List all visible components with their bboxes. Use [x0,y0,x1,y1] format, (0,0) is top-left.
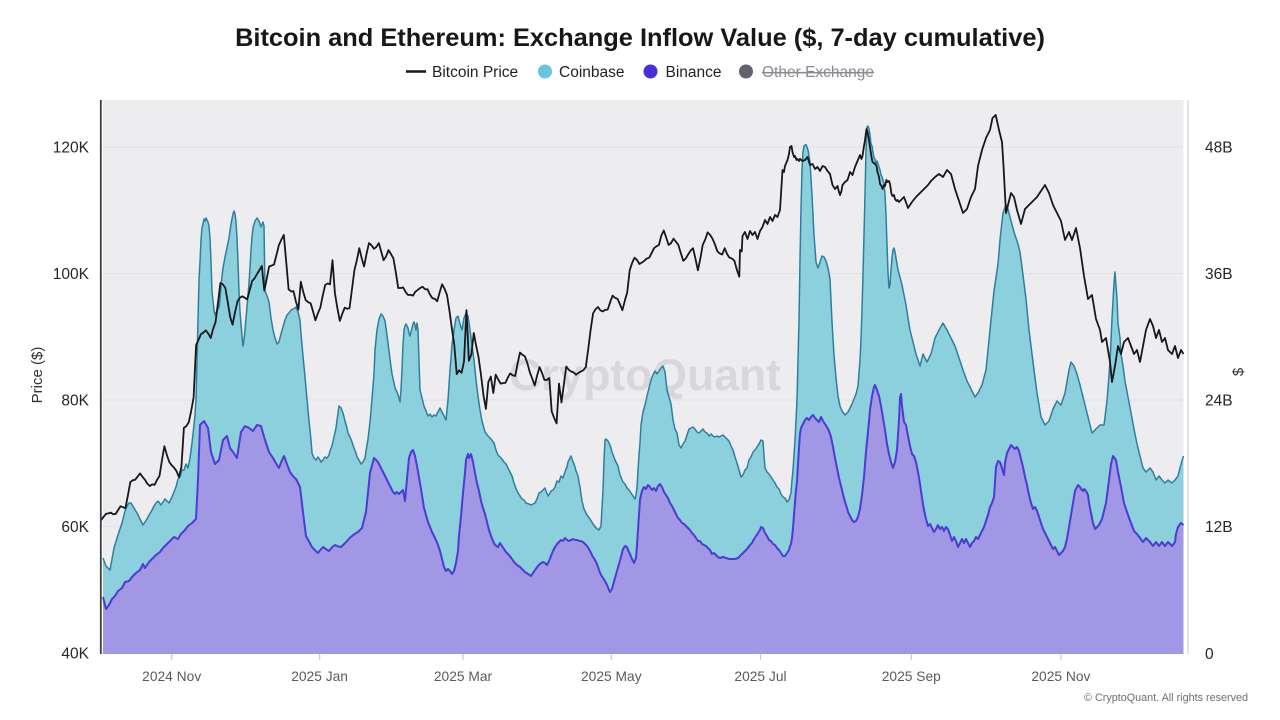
svg-text:Price ($): Price ($) [29,347,46,404]
svg-text:100K: 100K [53,266,90,283]
svg-text:12B: 12B [1205,519,1233,536]
svg-text:40K: 40K [61,646,89,663]
svg-text:120K: 120K [53,140,90,157]
svg-text:Coinbase: Coinbase [559,64,625,81]
svg-text:Binance: Binance [666,64,722,81]
svg-text:36B: 36B [1205,266,1233,283]
svg-text:Bitcoin Price: Bitcoin Price [432,64,518,81]
svg-text:2025 May: 2025 May [581,669,642,684]
svg-text:24B: 24B [1205,393,1233,410]
svg-text:2025 Jul: 2025 Jul [734,669,786,684]
svg-text:Other Exchange: Other Exchange [762,64,874,81]
svg-text:2025 Jan: 2025 Jan [291,669,348,684]
svg-text:2025 Mar: 2025 Mar [434,669,493,684]
svg-text:© CryptoQuant. All rights rese: © CryptoQuant. All rights reserved [1084,692,1248,704]
svg-text:Bitcoin and Ethereum: Exchange: Bitcoin and Ethereum: Exchange Inflow Va… [235,24,1045,52]
svg-text:$: $ [1230,367,1247,376]
svg-text:2025 Sep: 2025 Sep [882,669,941,684]
svg-text:48B: 48B [1205,140,1233,157]
svg-text:2024 Nov: 2024 Nov [142,669,201,684]
svg-text:60K: 60K [61,519,89,536]
svg-text:80K: 80K [61,393,89,410]
svg-text:CryptoQuant: CryptoQuant [509,351,781,400]
svg-text:2025 Nov: 2025 Nov [1031,669,1090,684]
svg-text:0: 0 [1205,646,1214,663]
